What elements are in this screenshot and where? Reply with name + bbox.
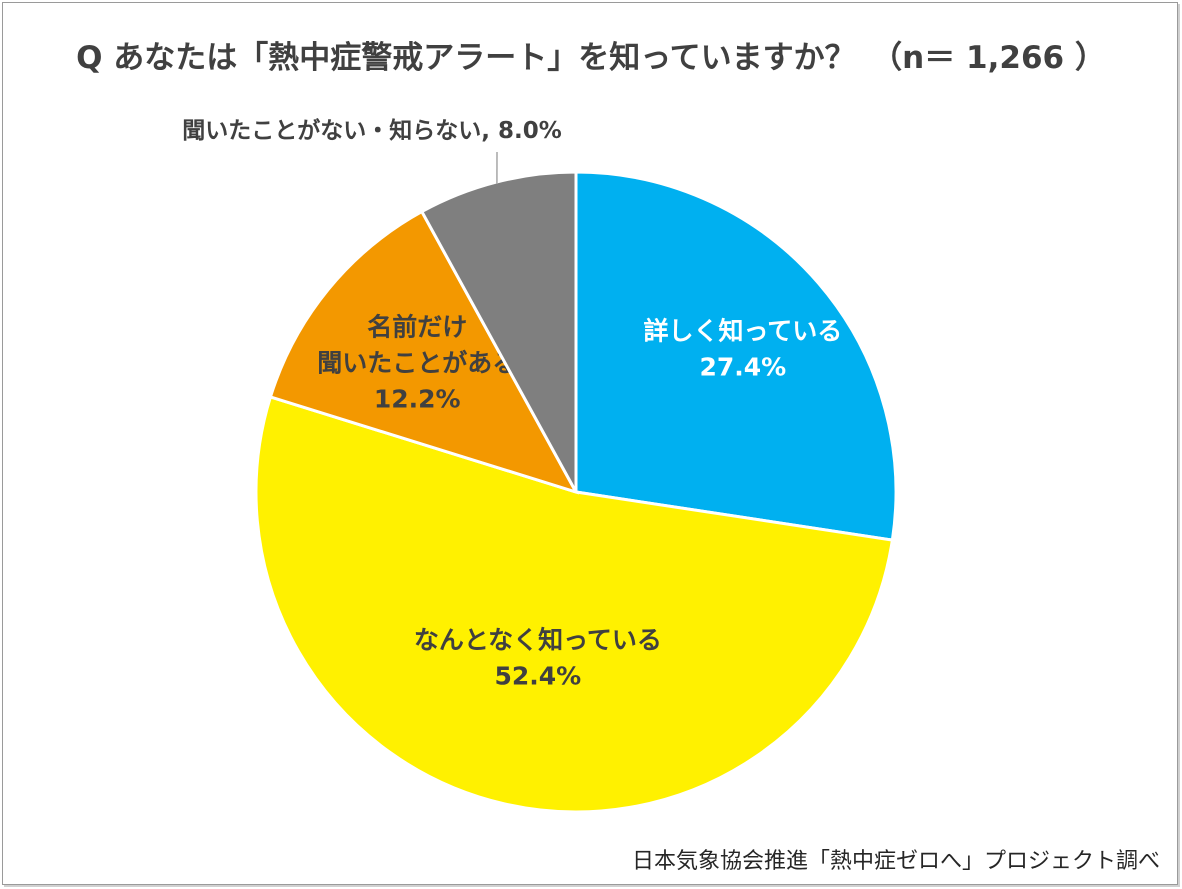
slice-label: 詳しく知っている [643,317,842,346]
slice-label: 聞いたことがない・知らない, 8.0% [182,117,562,144]
slice-label: なんとなく知っている [414,626,662,655]
slice-label: 名前だけ [367,312,467,341]
slice-label: 聞いたことがある [317,348,517,377]
pie-slice [574,170,898,542]
slice-value-label: 52.4% [495,662,582,691]
chart-title: Q あなたは「熱中症警戒アラート」を知っていますか？ （n＝ 1,266 ） [76,40,1106,76]
pie-slice [268,209,580,495]
source-note: 日本気象協会推進「熱中症ゼロへ」プロジェクト調べ [631,849,1160,874]
slice-value-label: 27.4% [699,353,786,382]
pie-slice [254,395,895,814]
slice-value-label: 12.2% [374,384,461,413]
